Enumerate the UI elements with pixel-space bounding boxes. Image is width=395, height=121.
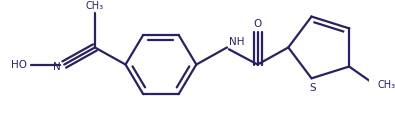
- Text: HO: HO: [11, 60, 27, 70]
- Text: S: S: [309, 83, 316, 93]
- Text: N: N: [53, 62, 60, 72]
- Text: CH₃: CH₃: [378, 80, 395, 90]
- Text: CH₃: CH₃: [86, 1, 104, 11]
- Text: O: O: [254, 19, 262, 29]
- Text: NH: NH: [229, 37, 245, 47]
